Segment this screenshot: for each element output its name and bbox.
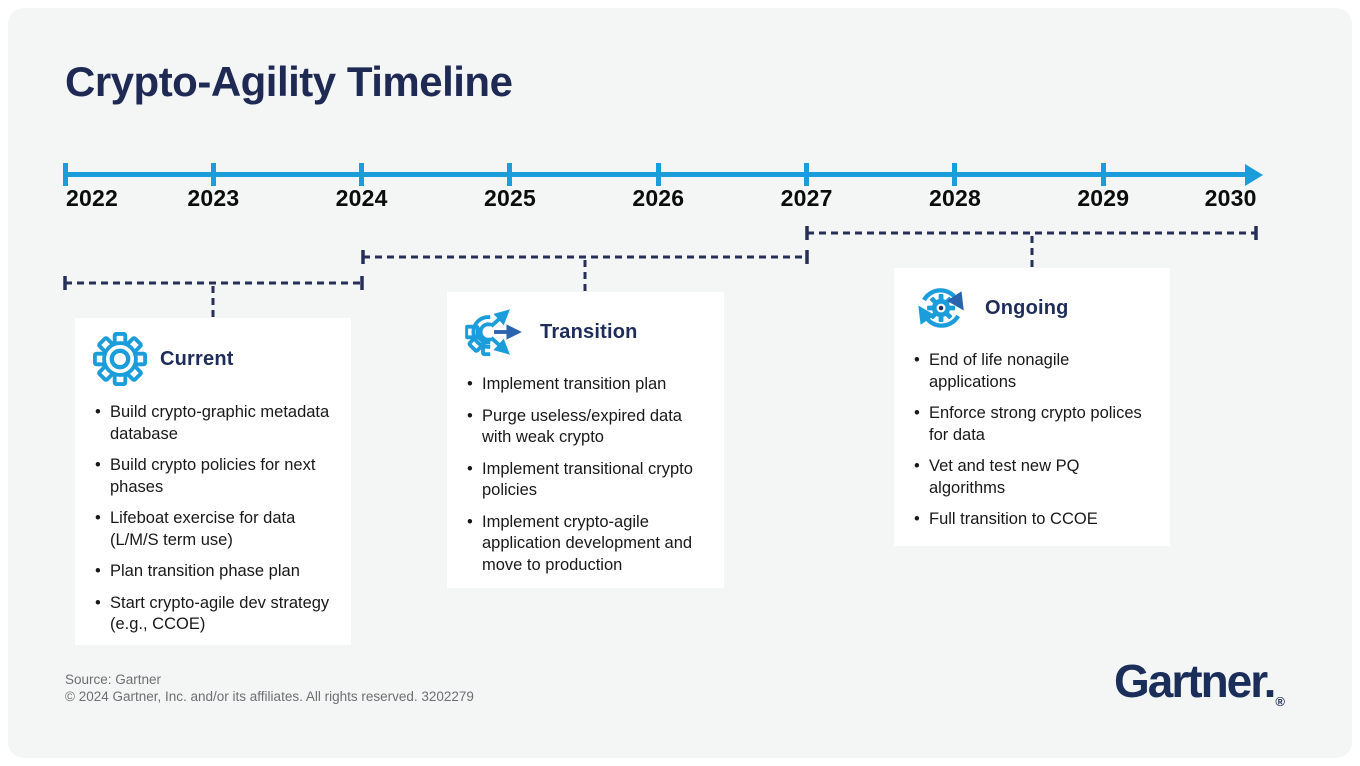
phase-bullet-list: Implement transition plan Purge useless/e… (465, 374, 708, 576)
registered-mark-icon: ® (1275, 694, 1286, 709)
source-line: Source: Gartner (65, 672, 162, 687)
bullet-item: Full transition to CCOE (912, 509, 1154, 531)
copyright-line: © 2024 Gartner, Inc. and/or its affiliat… (65, 689, 474, 704)
year-label-2023: 2023 (187, 185, 240, 211)
bullet-item: Lifeboat exercise for data (L/M/S term u… (93, 508, 335, 551)
year-label-2025: 2025 (484, 185, 536, 211)
bullet-item: Implement crypto-agile application devel… (465, 512, 708, 577)
year-label-2026: 2026 (632, 185, 685, 211)
year-label-2024: 2024 (335, 185, 388, 211)
phase-bullet-list: Build crypto-graphic metadata database Bu… (93, 402, 335, 636)
phase-card-header: Transition (465, 306, 708, 358)
phase-card-ongoing: Ongoing End of life nonagile application… (894, 268, 1170, 546)
bullet-item: Enforce strong crypto polices for data (912, 403, 1154, 446)
bullet-item: Build crypto-graphic metadata database (93, 402, 335, 445)
year-label-2022: 2022 (66, 185, 118, 211)
timeline-arrowhead-icon (1245, 163, 1263, 186)
phase-card-header: Current (93, 332, 335, 386)
timeline-tick-2025 (507, 163, 513, 186)
gartner-logo: Gartner.® (1114, 654, 1286, 709)
bullet-item: Build crypto policies for next phases (93, 455, 335, 498)
phase-title: Current (160, 347, 234, 370)
year-label-2030: 2030 (1204, 185, 1257, 211)
bullet-item: Implement transitional crypto policies (465, 459, 708, 502)
phase-title: Ongoing (985, 296, 1069, 319)
gartner-logo-text: Gartner. (1114, 655, 1276, 707)
footer-note: Source: Gartner © 2024 Gartner, Inc. and… (65, 671, 474, 705)
timeline-tick-2029 (1100, 163, 1106, 186)
page-title: Crypto-Agility Timeline (65, 58, 513, 105)
gear-icon (93, 332, 147, 386)
bullet-item: Plan transition phase plan (93, 561, 335, 583)
phase-card-header: Ongoing (912, 282, 1154, 334)
timeline-tick-2028 (952, 163, 958, 186)
phase-title: Transition (540, 320, 638, 343)
year-label-2029: 2029 (1077, 185, 1130, 211)
phase-bullet-list: End of life nonagile applications Enforce… (912, 350, 1154, 531)
gear-refresh-icon (912, 282, 972, 334)
phase-card-current: Current Build crypto-graphic metadata da… (75, 318, 351, 645)
timeline-tick-2023 (210, 163, 216, 186)
gear-arrows-icon (465, 306, 527, 358)
bullet-item: Implement transition plan (465, 374, 708, 396)
timeline-tick-2027 (804, 163, 810, 186)
timeline-tick-2024 (359, 163, 365, 186)
year-label-2028: 2028 (928, 185, 981, 211)
bullet-item: End of life nonagile applications (912, 350, 1154, 393)
bullet-item: Vet and test new PQ algorithms (912, 456, 1154, 499)
bullet-item: Start crypto-agile dev strategy (e.g., C… (93, 593, 335, 636)
year-label-2027: 2027 (780, 185, 833, 211)
phase-card-transition: Transition Implement transition plan Purg… (447, 292, 724, 588)
bullet-item: Purge useless/expired data with weak cry… (465, 406, 708, 449)
timeline-tick-2022 (62, 163, 68, 186)
timeline-tick-2026 (655, 163, 661, 186)
